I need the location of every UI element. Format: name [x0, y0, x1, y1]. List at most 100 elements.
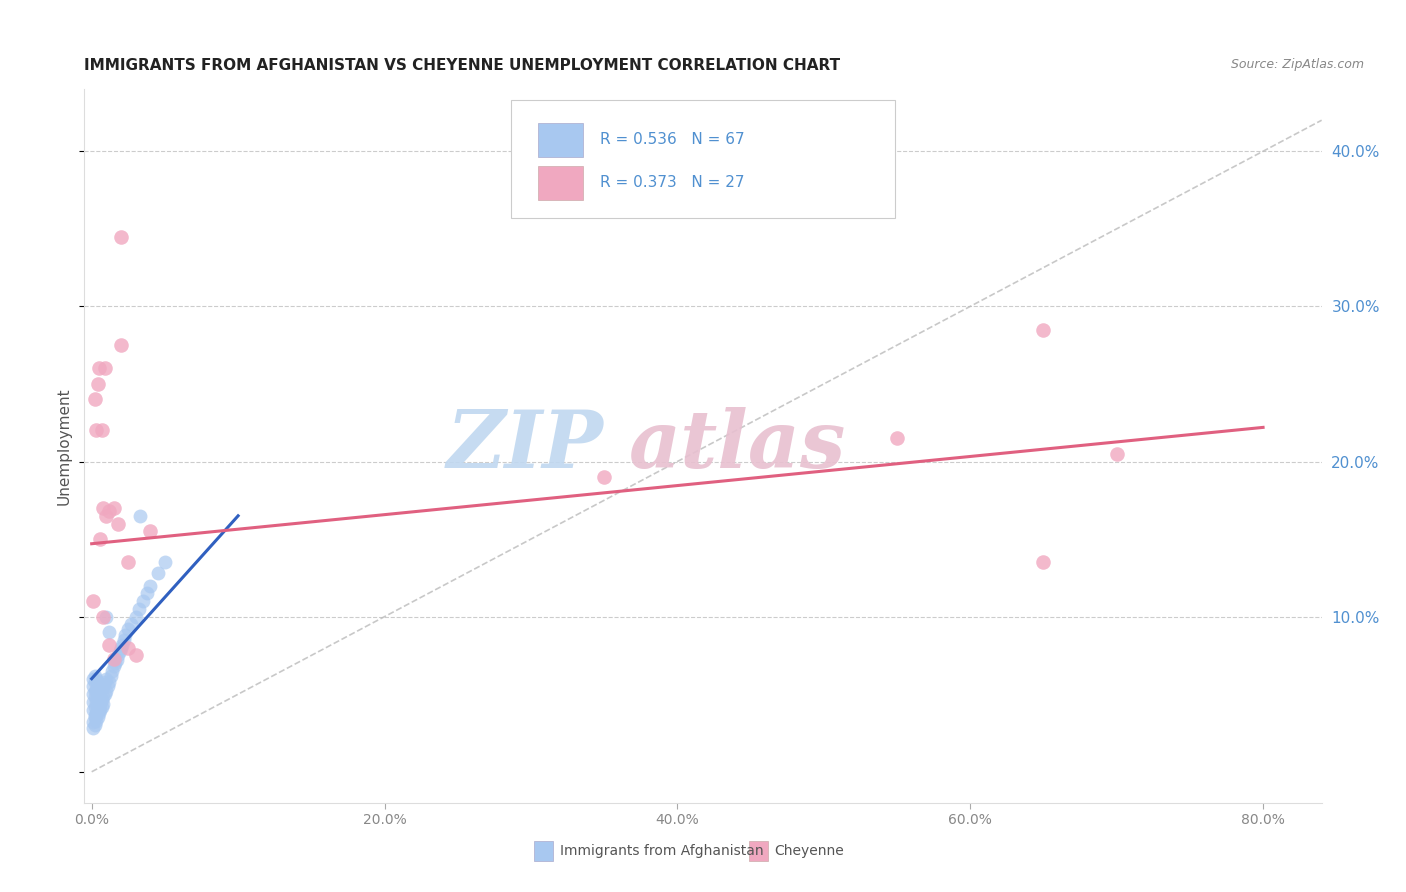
Point [112, 632, 135, 647]
Point [1032, 555, 1054, 569]
Point [94, 361, 117, 376]
Point [83, 684, 105, 698]
Point [83, 718, 105, 732]
Point [96, 672, 118, 686]
Point [89, 697, 111, 711]
Point [120, 617, 142, 632]
Y-axis label: Unemployment: Unemployment [56, 387, 72, 505]
Point [87, 703, 110, 717]
Point [129, 508, 152, 523]
Point [83, 690, 105, 705]
Point [82, 672, 104, 686]
Point [82, 680, 104, 694]
Point [84, 695, 107, 709]
Point [82, 722, 104, 736]
FancyBboxPatch shape [538, 123, 583, 157]
Point [104, 656, 127, 670]
Point [87, 690, 110, 705]
Point [87, 361, 110, 376]
Point [103, 501, 125, 516]
Text: Source: ZipAtlas.com: Source: ZipAtlas.com [1230, 58, 1364, 71]
Point [83, 392, 105, 407]
Point [110, 640, 132, 655]
Point [89, 532, 111, 546]
Point [84, 706, 107, 720]
Text: Cheyenne: Cheyenne [775, 844, 845, 858]
Point [93, 690, 115, 705]
Point [89, 684, 111, 698]
Point [89, 703, 111, 717]
Text: R = 0.373   N = 27: R = 0.373 N = 27 [600, 175, 745, 190]
Point [136, 586, 159, 600]
Point [98, 625, 121, 640]
Point [103, 659, 125, 673]
Point [124, 648, 146, 663]
Point [886, 431, 908, 445]
Text: IMMIGRANTS FROM AFGHANISTAN VS CHEYENNE UNEMPLOYMENT CORRELATION CHART: IMMIGRANTS FROM AFGHANISTAN VS CHEYENNE … [84, 58, 841, 73]
Point [107, 648, 129, 663]
Point [93, 609, 115, 624]
Point [84, 706, 107, 720]
Point [139, 524, 162, 539]
Point [132, 594, 155, 608]
Point [90, 681, 112, 695]
Point [94, 674, 117, 689]
Point [86, 710, 108, 724]
Text: atlas: atlas [628, 408, 846, 484]
Point [83, 674, 105, 689]
Point [90, 699, 112, 714]
Point [84, 714, 107, 728]
Point [86, 699, 108, 714]
Point [107, 516, 129, 531]
Point [94, 687, 117, 701]
Point [98, 674, 121, 689]
Text: R = 0.536   N = 67: R = 0.536 N = 67 [600, 132, 745, 147]
Point [83, 710, 105, 724]
Point [82, 715, 104, 730]
Point [108, 644, 131, 658]
Point [90, 424, 112, 438]
Point [96, 684, 118, 698]
Point [96, 609, 118, 624]
Point [128, 602, 150, 616]
Point [146, 566, 169, 581]
Point [1032, 323, 1054, 337]
Point [100, 668, 122, 682]
Point [111, 638, 134, 652]
Point [98, 504, 121, 518]
Point [93, 697, 115, 711]
Point [117, 622, 139, 636]
Point [82, 687, 104, 701]
Point [114, 628, 136, 642]
Point [82, 695, 104, 709]
Point [87, 706, 110, 720]
Text: Immigrants from Afghanistan: Immigrants from Afghanistan [560, 844, 763, 858]
Point [90, 693, 112, 707]
Point [139, 579, 162, 593]
Point [124, 609, 146, 624]
Point [83, 668, 105, 682]
Point [98, 638, 121, 652]
FancyBboxPatch shape [538, 166, 583, 200]
Point [82, 594, 104, 608]
Point [86, 687, 108, 701]
Point [83, 699, 105, 714]
Point [101, 664, 124, 678]
Point [117, 555, 139, 569]
Point [86, 376, 108, 391]
Point [103, 651, 125, 665]
Point [84, 672, 107, 686]
Point [97, 680, 120, 694]
Point [96, 508, 118, 523]
Point [93, 678, 115, 692]
Point [593, 470, 616, 484]
Point [84, 682, 107, 697]
Point [110, 229, 132, 244]
Point [105, 653, 128, 667]
Point [110, 338, 132, 352]
Point [83, 709, 105, 723]
Point [87, 678, 110, 692]
Point [86, 674, 108, 689]
Text: ZIP: ZIP [447, 408, 605, 484]
Point [1105, 447, 1128, 461]
